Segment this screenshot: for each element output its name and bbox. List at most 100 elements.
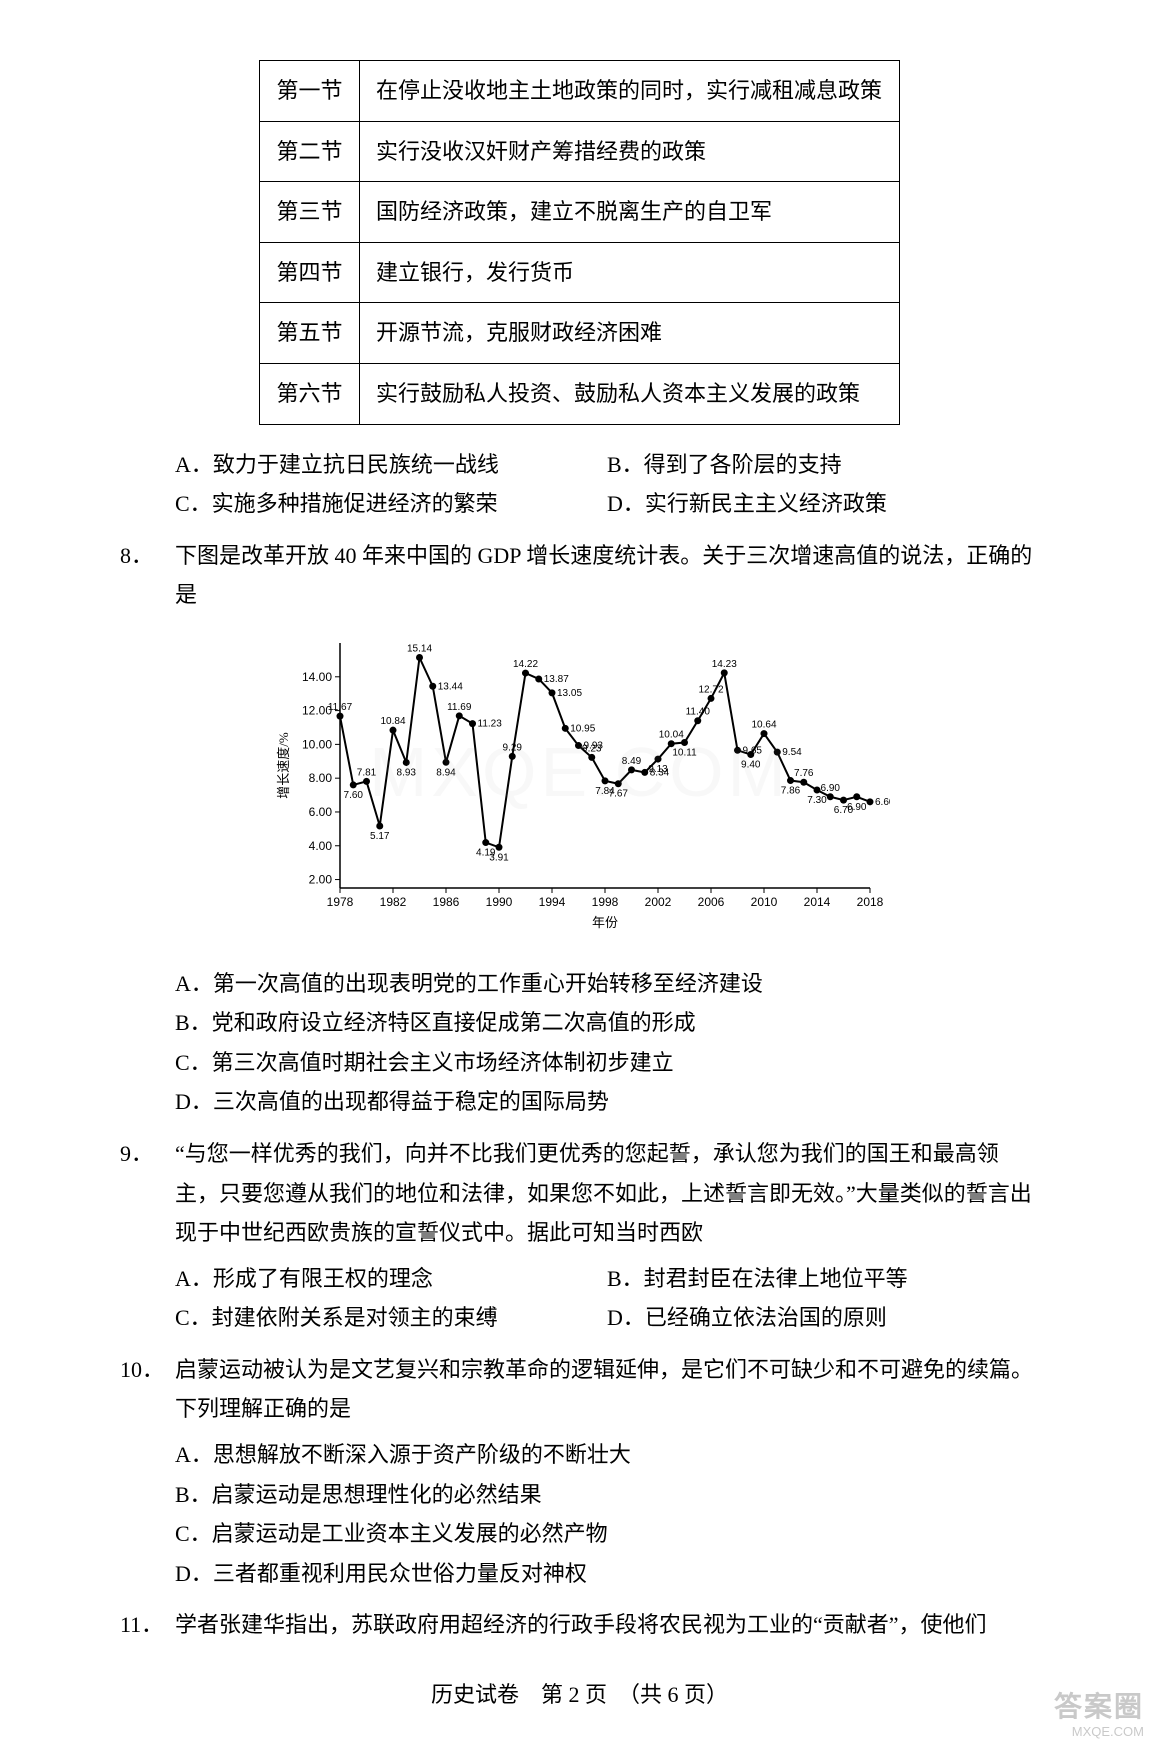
svg-text:2014: 2014: [803, 895, 830, 909]
section-cell: 第四节: [260, 242, 360, 303]
q10: 10． 启蒙运动被认为是文艺复兴和宗教革命的逻辑延伸，是它们不可缺少和不可避免的…: [120, 1350, 1039, 1429]
q10-opt-c: C．启蒙运动是工业资本主义发展的必然产物: [175, 1514, 1039, 1554]
q8-num: 8．: [120, 536, 175, 615]
q9-options: A．形成了有限王权的理念 B．封君封臣在法律上地位平等 C．封建依附关系是对领主…: [120, 1259, 1039, 1338]
q9-opt-a: A．形成了有限王权的理念: [175, 1259, 607, 1299]
table-row: 第一节在停止没收地主土地政策的同时，实行减租减息政策: [260, 61, 900, 122]
svg-text:13.05: 13.05: [557, 688, 582, 699]
svg-text:11.69: 11.69: [447, 702, 472, 713]
content-cell: 实行鼓励私人投资、鼓励私人资本主义发展的政策: [360, 363, 900, 424]
table-row: 第六节实行鼓励私人投资、鼓励私人资本主义发展的政策: [260, 363, 900, 424]
table-row: 第三节国防经济政策，建立不脱离生产的自卫军: [260, 182, 900, 243]
q8: 8． 下图是改革开放 40 年来中国的 GDP 增长速度统计表。关于三次增速高值…: [120, 536, 1039, 615]
svg-text:7.76: 7.76: [794, 768, 814, 779]
svg-text:10.04: 10.04: [658, 730, 683, 741]
q10-num: 10．: [120, 1350, 175, 1429]
svg-text:7.86: 7.86: [780, 785, 800, 796]
q7-opt-d: D．实行新民主主义经济政策: [607, 484, 1039, 524]
q9-opt-c: C．封建依附关系是对领主的束缚: [175, 1298, 607, 1338]
svg-text:9.40: 9.40: [741, 759, 761, 770]
q7-opt-a: A．致力于建立抗日民族统一战线: [175, 445, 607, 485]
svg-text:14.22: 14.22: [512, 659, 537, 670]
q9-opt-d: D．已经确立依法治国的原则: [607, 1298, 1039, 1338]
section-cell: 第五节: [260, 303, 360, 364]
q11-num: 11．: [120, 1605, 175, 1645]
svg-text:2018: 2018: [856, 895, 883, 909]
content-cell: 国防经济政策，建立不脱离生产的自卫军: [360, 182, 900, 243]
svg-text:8.93: 8.93: [396, 767, 416, 778]
section-cell: 第二节: [260, 121, 360, 182]
section-cell: 第三节: [260, 182, 360, 243]
svg-text:15.14: 15.14: [406, 643, 431, 654]
svg-text:6.90: 6.90: [820, 783, 840, 794]
svg-text:10.64: 10.64: [751, 720, 776, 731]
svg-text:4.00: 4.00: [308, 839, 332, 853]
content-cell: 建立银行，发行货币: [360, 242, 900, 303]
svg-text:7.81: 7.81: [356, 767, 376, 778]
content-cell: 在停止没收地主土地政策的同时，实行减租减息政策: [360, 61, 900, 122]
svg-text:2006: 2006: [697, 895, 724, 909]
section-cell: 第一节: [260, 61, 360, 122]
svg-text:11.67: 11.67: [327, 702, 352, 713]
page-footer: 历史试卷 第 2 页 （共 6 页）: [120, 1675, 1039, 1715]
q10-options: A．思想解放不断深入源于资产阶级的不断壮大 B．启蒙运动是思想理性化的必然结果 …: [120, 1435, 1039, 1593]
q9-num: 9．: [120, 1134, 175, 1253]
svg-text:14.23: 14.23: [711, 659, 736, 670]
svg-text:11.23: 11.23: [477, 719, 502, 730]
svg-text:2002: 2002: [644, 895, 671, 909]
q7-opt-b: B．得到了各阶层的支持: [607, 445, 1039, 485]
svg-text:1998: 1998: [591, 895, 618, 909]
section-cell: 第六节: [260, 363, 360, 424]
q10-opt-d: D．三者都重视利用民众世俗力量反对神权: [175, 1554, 1039, 1594]
svg-text:2010: 2010: [750, 895, 777, 909]
q8-opt-c: C．第三次高值时期社会主义市场经济体制初步建立: [175, 1043, 1039, 1083]
svg-text:1986: 1986: [432, 895, 459, 909]
svg-text:11.40: 11.40: [685, 707, 710, 718]
svg-text:13.44: 13.44: [437, 681, 462, 692]
svg-text:10.84: 10.84: [380, 716, 405, 727]
svg-text:9.29: 9.29: [502, 742, 522, 753]
q11: 11． 学者张建华指出，苏联政府用超经济的行政手段将农民视为工业的“贡献者”，使…: [120, 1605, 1039, 1645]
svg-text:7.67: 7.67: [608, 789, 628, 800]
policy-table: 第一节在停止没收地主土地政策的同时，实行减租减息政策第二节实行没收汉奸财产筹措经…: [259, 60, 900, 425]
svg-text:5.17: 5.17: [370, 831, 390, 842]
q8-text: 下图是改革开放 40 年来中国的 GDP 增长速度统计表。关于三次增速高值的说法…: [175, 536, 1039, 615]
watermark-corner: 答案圈 MXQE.COM: [1054, 1690, 1144, 1739]
svg-text:7.60: 7.60: [343, 790, 363, 801]
q10-text: 启蒙运动被认为是文艺复兴和宗教革命的逻辑延伸，是它们不可缺少和不可避免的续篇。下…: [175, 1350, 1039, 1429]
table-row: 第五节开源节流，克服财政经济困难: [260, 303, 900, 364]
gdp-chart: 2.004.006.008.0010.0012.0014.00197819821…: [120, 633, 1039, 946]
svg-text:8.00: 8.00: [308, 771, 332, 785]
svg-text:9.13: 9.13: [648, 764, 668, 775]
svg-text:增长速度/%: 增长速度/%: [276, 732, 291, 799]
svg-text:3.91: 3.91: [489, 852, 509, 863]
svg-text:8.49: 8.49: [621, 756, 641, 767]
q9: 9． “与您一样优秀的我们，向并不比我们更优秀的您起誓，承认您为我们的国王和最高…: [120, 1134, 1039, 1253]
svg-text:9.23: 9.23: [582, 743, 602, 754]
svg-text:6.00: 6.00: [308, 805, 332, 819]
content-cell: 实行没收汉奸财产筹措经费的政策: [360, 121, 900, 182]
watermark-big: 答案圈: [1054, 1690, 1144, 1724]
svg-text:12.72: 12.72: [698, 684, 723, 695]
watermark-small: MXQE.COM: [1054, 1724, 1144, 1740]
svg-text:2.00: 2.00: [308, 872, 332, 886]
q7-opt-c: C．实施多种措施促进经济的繁荣: [175, 484, 607, 524]
q8-opt-b: B．党和政府设立经济特区直接促成第二次高值的形成: [175, 1003, 1039, 1043]
q11-text: 学者张建华指出，苏联政府用超经济的行政手段将农民视为工业的“贡献者”，使他们: [175, 1605, 1039, 1645]
q9-opt-b: B．封君封臣在法律上地位平等: [607, 1259, 1039, 1299]
svg-text:14.00: 14.00: [301, 670, 331, 684]
q8-options: A．第一次高值的出现表明党的工作重心开始转移至经济建设 B．党和政府设立经济特区…: [120, 964, 1039, 1122]
content-cell: 开源节流，克服财政经济困难: [360, 303, 900, 364]
svg-text:7.30: 7.30: [807, 795, 827, 806]
svg-text:1990: 1990: [485, 895, 512, 909]
table-row: 第四节建立银行，发行货币: [260, 242, 900, 303]
svg-text:13.87: 13.87: [543, 674, 568, 685]
svg-text:6.90: 6.90: [847, 802, 867, 813]
svg-text:10.95: 10.95: [570, 723, 595, 734]
svg-text:1994: 1994: [538, 895, 565, 909]
svg-text:年份: 年份: [591, 915, 617, 930]
q8-opt-a: A．第一次高值的出现表明党的工作重心开始转移至经济建设: [175, 964, 1039, 1004]
svg-text:8.94: 8.94: [436, 767, 456, 778]
q9-text: “与您一样优秀的我们，向并不比我们更优秀的您起誓，承认您为我们的国王和最高领主，…: [175, 1134, 1039, 1253]
svg-text:1978: 1978: [326, 895, 353, 909]
